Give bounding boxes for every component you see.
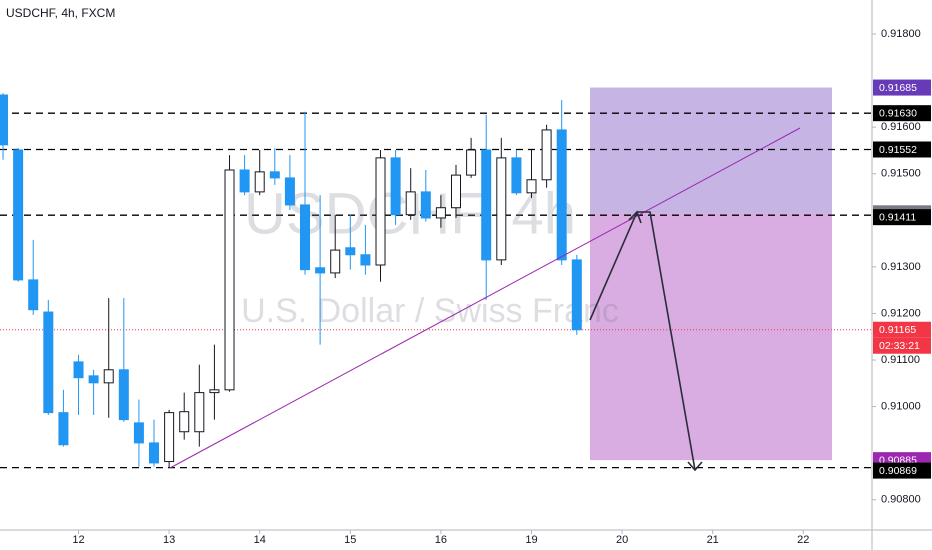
countdown-tag-label: 02:33:21 xyxy=(879,340,920,352)
candle-body xyxy=(496,157,507,261)
last-price-tag-label: 0.91165 xyxy=(879,324,916,336)
x-tick-label: 15 xyxy=(344,534,356,546)
candle-body xyxy=(420,191,431,219)
candle-body xyxy=(300,204,311,271)
candle-body xyxy=(269,171,280,179)
candle-body xyxy=(451,174,462,209)
target-zone xyxy=(590,87,832,214)
level-tag-label: 0.90869 xyxy=(879,465,917,477)
y-tick-label: 0.91000 xyxy=(881,400,921,412)
candle-body xyxy=(164,412,175,463)
candle-body xyxy=(194,392,205,433)
candle-body xyxy=(375,157,386,266)
candle-body xyxy=(556,129,567,261)
candle-body xyxy=(43,311,54,414)
level-tag xyxy=(873,209,931,226)
countdown-tag xyxy=(873,337,931,354)
target-tag-label: 0.91685 xyxy=(879,82,917,94)
plot xyxy=(0,93,582,468)
candle-body xyxy=(118,369,129,421)
y-tick-label: 0.91500 xyxy=(881,168,921,180)
candle-body xyxy=(466,149,477,176)
x-tick-label: 13 xyxy=(163,534,175,546)
candle-body xyxy=(315,267,326,274)
level-tag-label: 0.91411 xyxy=(879,211,916,223)
candle-body xyxy=(360,254,371,266)
time-axis xyxy=(0,530,932,550)
candle-body xyxy=(209,389,220,394)
axes: 0.91800 0.91600 0.91500 0.91300 0.91200 0.911… xyxy=(72,28,931,546)
candle-body xyxy=(511,157,522,194)
chart-title: USDCHF, 4h, FXCM xyxy=(6,6,115,20)
y-tick-label: 0.91800 xyxy=(881,28,921,40)
x-tick-label: 20 xyxy=(616,534,628,546)
candle-body xyxy=(345,247,356,256)
level-tag xyxy=(873,462,931,479)
candle-body xyxy=(571,259,582,331)
arrow-head xyxy=(628,210,642,224)
candle-body xyxy=(435,207,446,219)
y-tick-label: 0.90800 xyxy=(881,494,921,506)
watermark-subtitle: U.S. Dollar / Swiss Franc xyxy=(241,292,619,330)
arrow-head xyxy=(687,461,703,472)
x-tick-label: 14 xyxy=(254,534,266,546)
background xyxy=(0,87,872,469)
candle-body xyxy=(58,412,69,446)
candle-body xyxy=(224,169,235,391)
projection-arrow xyxy=(589,211,696,471)
candle-body xyxy=(390,157,401,216)
stop-zone xyxy=(590,213,832,461)
target-tag xyxy=(873,79,931,96)
candle-body xyxy=(13,149,24,281)
candle-body xyxy=(179,411,190,433)
candle-body xyxy=(0,94,9,146)
last-price-tag xyxy=(873,321,931,338)
level-tag-label: 0.91630 xyxy=(879,107,917,119)
level-tag-label: 0.91552 xyxy=(879,144,917,156)
candle-body xyxy=(541,129,552,181)
x-tick-label: 21 xyxy=(707,534,719,546)
candle-body xyxy=(103,369,114,384)
candle-body xyxy=(28,279,39,311)
candle-body xyxy=(239,169,250,193)
candle-body xyxy=(73,361,84,379)
candle-body xyxy=(284,177,295,206)
level-tag xyxy=(873,141,931,158)
candle-body xyxy=(133,422,144,444)
candle-body xyxy=(405,191,416,216)
y-tick-label: 0.91200 xyxy=(881,307,921,319)
x-tick-label: 22 xyxy=(797,534,809,546)
y-tick-label: 0.91600 xyxy=(881,121,921,133)
y-tick-label: 0.91100 xyxy=(881,354,920,366)
trendline xyxy=(169,127,801,469)
y-tick-label: 0.91300 xyxy=(881,261,921,273)
candle-body xyxy=(149,442,160,464)
candle-body xyxy=(254,171,265,193)
level-tag xyxy=(873,105,931,122)
candle-body xyxy=(526,179,537,194)
x-tick-label: 12 xyxy=(72,534,84,546)
candle-body xyxy=(88,375,99,384)
candle-body xyxy=(481,149,492,261)
x-tick-label: 16 xyxy=(435,534,447,546)
candle-body xyxy=(330,249,341,274)
x-tick-label: 19 xyxy=(525,534,537,546)
